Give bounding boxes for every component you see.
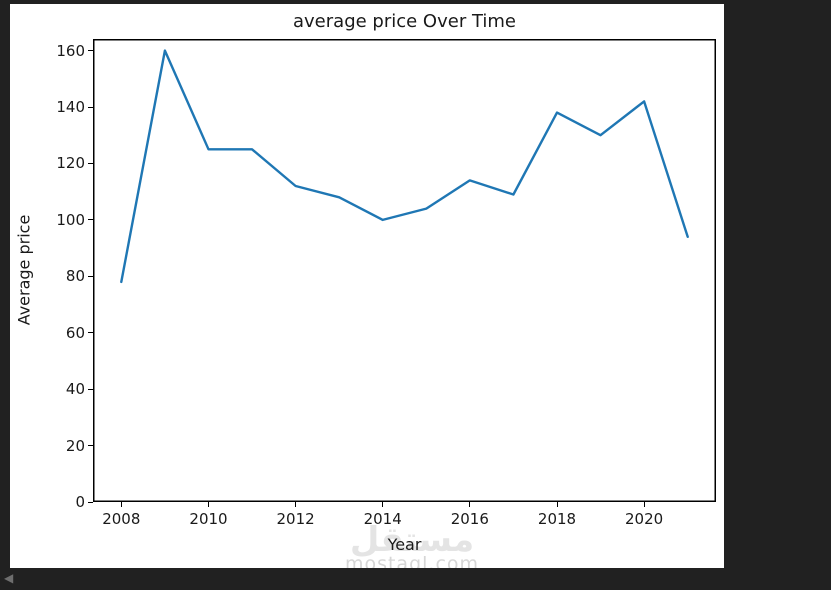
x-axis-label: Year xyxy=(387,535,422,554)
y-tick-mark xyxy=(88,388,93,390)
x-tick-label: 2016 xyxy=(450,510,489,528)
y-tick-mark xyxy=(88,275,93,277)
axes-frame xyxy=(93,39,716,502)
x-tick-mark xyxy=(643,502,645,507)
line-chart-canvas xyxy=(93,39,716,502)
x-tick-label: 2020 xyxy=(625,510,664,528)
y-tick-mark xyxy=(88,50,93,52)
y-tick-mark xyxy=(88,332,93,334)
y-tick-label: 160 xyxy=(56,41,85,60)
y-tick-label: 40 xyxy=(65,380,85,399)
x-tick-label: 2008 xyxy=(102,510,141,528)
x-tick-mark xyxy=(208,502,209,507)
y-tick-label: 120 xyxy=(56,154,85,173)
y-tick-mark xyxy=(88,106,93,108)
x-tick-mark xyxy=(556,502,558,507)
y-tick-label: 60 xyxy=(65,323,85,342)
y-tick-mark xyxy=(88,501,93,503)
x-tick-label: 2014 xyxy=(363,510,402,528)
chart-title: average price Over Time xyxy=(293,11,516,32)
y-tick-mark xyxy=(88,162,93,164)
x-tick-mark xyxy=(469,502,471,507)
x-tick-label: 2010 xyxy=(189,510,228,528)
x-tick-mark xyxy=(382,502,384,507)
y-tick-label: 80 xyxy=(65,267,85,286)
y-tick-label: 20 xyxy=(65,436,85,455)
mostaql-site-watermark: mostaql.com xyxy=(344,553,480,568)
x-tick-mark xyxy=(295,502,297,507)
y-tick-label: 0 xyxy=(75,493,85,511)
x-tick-label: 2018 xyxy=(537,510,577,528)
y-tick-mark xyxy=(88,219,93,221)
y-tick-label: 140 xyxy=(56,98,85,116)
chart-figure: average price Over Time مستقل mostaql.co… xyxy=(10,4,724,568)
plot-area xyxy=(93,39,716,502)
x-tick-label: 2012 xyxy=(276,510,315,528)
y-tick-mark xyxy=(88,445,93,447)
left-arrow-icon[interactable]: ◀ xyxy=(4,571,14,585)
mostaql-logo-watermark: مستقل xyxy=(349,520,475,560)
price-line xyxy=(120,49,689,284)
y-tick-label: 100 xyxy=(56,210,85,229)
x-tick-mark xyxy=(120,502,122,507)
